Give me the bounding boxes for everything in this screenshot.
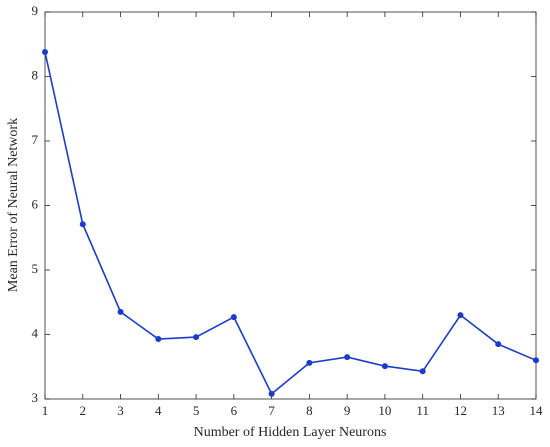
y-tick-label: 7 bbox=[32, 132, 39, 147]
data-point bbox=[230, 314, 237, 321]
x-tick-label: 10 bbox=[378, 403, 391, 418]
data-point bbox=[533, 357, 539, 364]
x-tick-label: 8 bbox=[306, 403, 313, 418]
y-tick-label: 6 bbox=[32, 196, 39, 211]
data-point bbox=[193, 334, 200, 341]
x-tick-label: 9 bbox=[344, 403, 351, 418]
x-tick-label: 14 bbox=[530, 403, 544, 418]
data-point bbox=[117, 308, 124, 315]
data-point bbox=[306, 359, 313, 366]
data-point bbox=[155, 336, 162, 343]
x-tick-label: 4 bbox=[155, 403, 162, 418]
y-tick-label: 3 bbox=[32, 390, 39, 405]
x-tick-label: 3 bbox=[117, 403, 124, 418]
y-axis-label: Mean Error of Neural Network bbox=[6, 118, 21, 292]
y-tick-label: 9 bbox=[32, 3, 39, 18]
x-axis-label: Number of Hidden Layer Neurons bbox=[194, 425, 387, 440]
plot-frame bbox=[44, 11, 537, 400]
series-line bbox=[44, 51, 537, 396]
x-tick-label: 11 bbox=[416, 403, 429, 418]
x-tick-label: 2 bbox=[80, 403, 87, 418]
y-tick-label: 4 bbox=[32, 325, 39, 340]
data-point bbox=[344, 354, 351, 361]
x-tick-label: 13 bbox=[492, 403, 505, 418]
data-point bbox=[419, 368, 426, 375]
data-point bbox=[495, 341, 502, 348]
data-point bbox=[381, 363, 388, 370]
x-tick-label: 7 bbox=[268, 403, 275, 418]
x-tick-label: 6 bbox=[231, 403, 238, 418]
data-point bbox=[79, 221, 86, 228]
data-point bbox=[457, 312, 464, 319]
y-tick-label: 8 bbox=[32, 67, 39, 82]
y-tick-label: 5 bbox=[32, 261, 39, 276]
x-tick-label: 12 bbox=[454, 403, 467, 418]
data-point bbox=[42, 48, 48, 55]
x-tick-label: 1 bbox=[42, 403, 49, 418]
data-point bbox=[268, 390, 275, 397]
x-tick-label: 5 bbox=[193, 403, 200, 418]
